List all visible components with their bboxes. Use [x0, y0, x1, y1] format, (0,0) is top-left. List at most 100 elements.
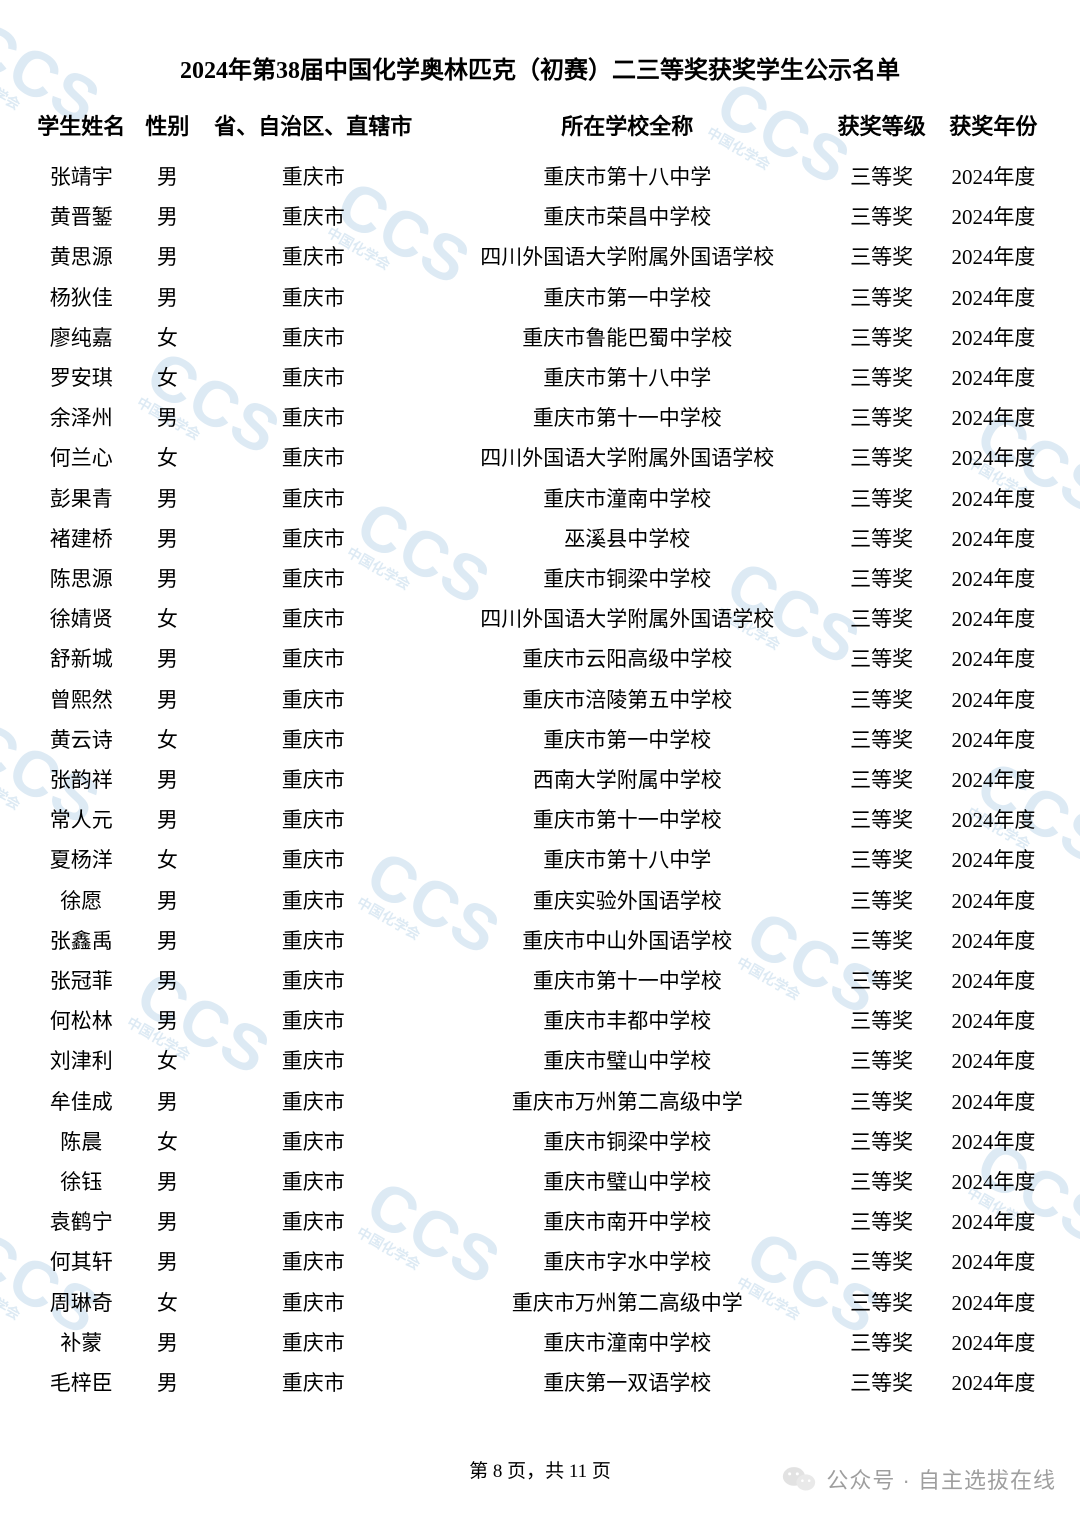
- cell-prov: 重庆市: [200, 197, 426, 237]
- cell-gender: 男: [134, 639, 200, 679]
- cell-gender: 男: [134, 157, 200, 197]
- cell-year: 2024年度: [935, 318, 1052, 358]
- table-head: 学生姓名 性别 省、自治区、直辖市 所在学校全称 获奖等级 获奖年份: [28, 103, 1052, 157]
- cell-year: 2024年度: [935, 961, 1052, 1001]
- cell-year: 2024年度: [935, 1242, 1052, 1282]
- col-header-year: 获奖年份: [935, 103, 1052, 157]
- cell-gender: 女: [134, 720, 200, 760]
- cell-year: 2024年度: [935, 1082, 1052, 1122]
- cell-school: 重庆第一双语学校: [426, 1363, 828, 1403]
- cell-prov: 重庆市: [200, 519, 426, 559]
- cell-year: 2024年度: [935, 800, 1052, 840]
- cell-prov: 重庆市: [200, 599, 426, 639]
- cell-prov: 重庆市: [200, 237, 426, 277]
- cell-award: 三等奖: [828, 559, 934, 599]
- cell-name: 杨狄佳: [28, 278, 134, 318]
- cell-gender: 男: [134, 1082, 200, 1122]
- cell-award: 三等奖: [828, 720, 934, 760]
- award-table: 学生姓名 性别 省、自治区、直辖市 所在学校全称 获奖等级 获奖年份 张靖宇男重…: [28, 103, 1052, 1403]
- cell-prov: 重庆市: [200, 157, 426, 197]
- cell-name: 张韵祥: [28, 760, 134, 800]
- cell-award: 三等奖: [828, 1363, 934, 1403]
- cell-name: 毛梓臣: [28, 1363, 134, 1403]
- cell-gender: 男: [134, 1363, 200, 1403]
- cell-award: 三等奖: [828, 1122, 934, 1162]
- cell-award: 三等奖: [828, 840, 934, 880]
- cell-year: 2024年度: [935, 237, 1052, 277]
- cell-school: 重庆实验外国语学校: [426, 881, 828, 921]
- cell-name: 何其轩: [28, 1242, 134, 1282]
- col-header-school: 所在学校全称: [426, 103, 828, 157]
- cell-prov: 重庆市: [200, 1242, 426, 1282]
- cell-prov: 重庆市: [200, 760, 426, 800]
- cell-school: 重庆市第一中学校: [426, 720, 828, 760]
- cell-gender: 男: [134, 881, 200, 921]
- col-header-name: 学生姓名: [28, 103, 134, 157]
- wechat-badge: 公众号 · 自主选拔在线: [782, 1463, 1056, 1495]
- table-row: 徐愿男重庆市重庆实验外国语学校三等奖2024年度: [28, 881, 1052, 921]
- cell-prov: 重庆市: [200, 1041, 426, 1081]
- cell-award: 三等奖: [828, 800, 934, 840]
- cell-gender: 女: [134, 840, 200, 880]
- cell-name: 补蒙: [28, 1323, 134, 1363]
- table-row: 张冠菲男重庆市重庆市第十一中学校三等奖2024年度: [28, 961, 1052, 1001]
- cell-school: 重庆市璧山中学校: [426, 1041, 828, 1081]
- table-row: 夏杨洋女重庆市重庆市第十八中学三等奖2024年度: [28, 840, 1052, 880]
- table-row: 黄云诗女重庆市重庆市第一中学校三等奖2024年度: [28, 720, 1052, 760]
- cell-name: 余泽州: [28, 398, 134, 438]
- cell-gender: 男: [134, 1202, 200, 1242]
- cell-prov: 重庆市: [200, 318, 426, 358]
- cell-year: 2024年度: [935, 479, 1052, 519]
- cell-school: 重庆市鲁能巴蜀中学校: [426, 318, 828, 358]
- table-row: 常人元男重庆市重庆市第十一中学校三等奖2024年度: [28, 800, 1052, 840]
- cell-award: 三等奖: [828, 278, 934, 318]
- table-row: 杨狄佳男重庆市重庆市第一中学校三等奖2024年度: [28, 278, 1052, 318]
- cell-award: 三等奖: [828, 1082, 934, 1122]
- cell-prov: 重庆市: [200, 680, 426, 720]
- cell-prov: 重庆市: [200, 1202, 426, 1242]
- cell-award: 三等奖: [828, 237, 934, 277]
- cell-school: 巫溪县中学校: [426, 519, 828, 559]
- cell-award: 三等奖: [828, 318, 934, 358]
- cell-prov: 重庆市: [200, 1001, 426, 1041]
- cell-prov: 重庆市: [200, 559, 426, 599]
- table-row: 舒新城男重庆市重庆市云阳高级中学校三等奖2024年度: [28, 639, 1052, 679]
- cell-gender: 女: [134, 318, 200, 358]
- table-row: 牟佳成男重庆市重庆市万州第二高级中学三等奖2024年度: [28, 1082, 1052, 1122]
- cell-prov: 重庆市: [200, 800, 426, 840]
- cell-school: 重庆市潼南中学校: [426, 479, 828, 519]
- cell-prov: 重庆市: [200, 720, 426, 760]
- cell-gender: 女: [134, 438, 200, 478]
- cell-name: 徐愿: [28, 881, 134, 921]
- cell-gender: 女: [134, 1283, 200, 1323]
- cell-name: 张鑫禹: [28, 921, 134, 961]
- cell-school: 重庆市第十八中学: [426, 840, 828, 880]
- cell-award: 三等奖: [828, 680, 934, 720]
- cell-year: 2024年度: [935, 358, 1052, 398]
- cell-award: 三等奖: [828, 157, 934, 197]
- cell-award: 三等奖: [828, 760, 934, 800]
- table-row: 黄思源男重庆市四川外国语大学附属外国语学校三等奖2024年度: [28, 237, 1052, 277]
- page-title: 2024年第38届中国化学奥林匹克（初赛）二三等奖获奖学生公示名单: [28, 50, 1052, 85]
- table-row: 徐婧贤女重庆市四川外国语大学附属外国语学校三等奖2024年度: [28, 599, 1052, 639]
- cell-year: 2024年度: [935, 680, 1052, 720]
- cell-prov: 重庆市: [200, 961, 426, 1001]
- cell-gender: 女: [134, 1122, 200, 1162]
- cell-school: 重庆市第十八中学: [426, 157, 828, 197]
- cell-year: 2024年度: [935, 840, 1052, 880]
- cell-name: 彭果青: [28, 479, 134, 519]
- cell-year: 2024年度: [935, 278, 1052, 318]
- cell-school: 西南大学附属中学校: [426, 760, 828, 800]
- cell-prov: 重庆市: [200, 398, 426, 438]
- cell-name: 陈思源: [28, 559, 134, 599]
- cell-award: 三等奖: [828, 358, 934, 398]
- cell-school: 四川外国语大学附属外国语学校: [426, 599, 828, 639]
- cell-gender: 男: [134, 479, 200, 519]
- cell-gender: 男: [134, 1162, 200, 1202]
- cell-gender: 女: [134, 599, 200, 639]
- cell-name: 张冠菲: [28, 961, 134, 1001]
- cell-award: 三等奖: [828, 479, 934, 519]
- wechat-sep: ·: [903, 1468, 911, 1493]
- table-row: 补蒙男重庆市重庆市潼南中学校三等奖2024年度: [28, 1323, 1052, 1363]
- cell-school: 四川外国语大学附属外国语学校: [426, 237, 828, 277]
